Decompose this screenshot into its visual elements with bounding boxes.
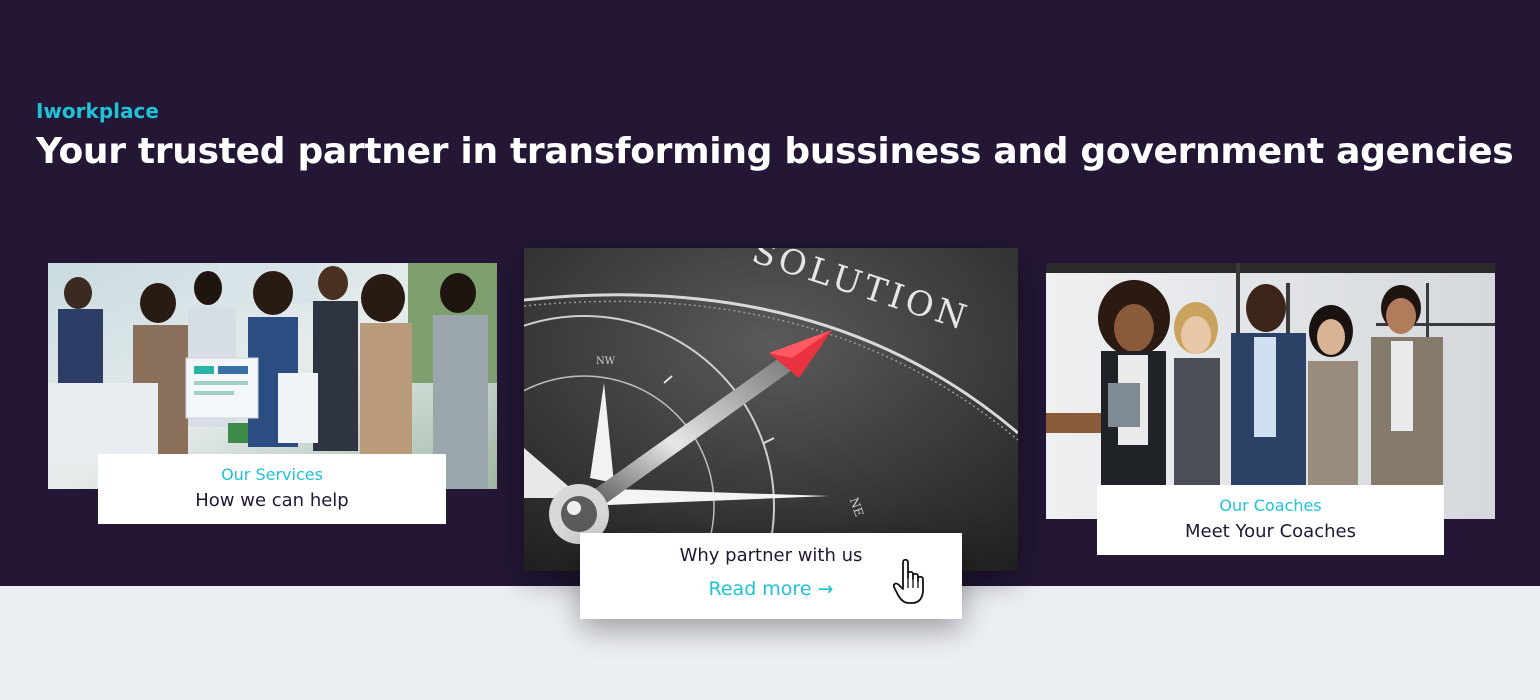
- why-partner-card-title: Why partner with us: [679, 545, 863, 566]
- coaches-card-title: Meet Your Coaches: [1185, 521, 1356, 542]
- svg-text:NW: NW: [596, 356, 616, 367]
- services-card-label[interactable]: Our Services How we can help: [98, 454, 446, 524]
- svg-text:NE: NE: [847, 496, 867, 519]
- page-title: Your trusted partner in transforming bus…: [36, 131, 1514, 172]
- coaches-card-image[interactable]: [1046, 263, 1495, 519]
- coaches-card-kicker: Our Coaches: [1219, 496, 1322, 515]
- why-partner-card-label[interactable]: Why partner with us Read more →: [580, 533, 962, 619]
- read-more-link[interactable]: Read more →: [708, 578, 834, 600]
- why-partner-card-image[interactable]: SOLUTION NW NE: [524, 248, 1018, 571]
- services-card-image[interactable]: [48, 263, 497, 489]
- hand-pointer-icon: [892, 558, 935, 606]
- services-card-kicker: Our Services: [221, 465, 323, 484]
- services-card-title: How we can help: [195, 490, 349, 511]
- eyebrow-label: Iworkplace: [36, 99, 159, 123]
- coaches-card-label[interactable]: Our Coaches Meet Your Coaches: [1097, 485, 1444, 555]
